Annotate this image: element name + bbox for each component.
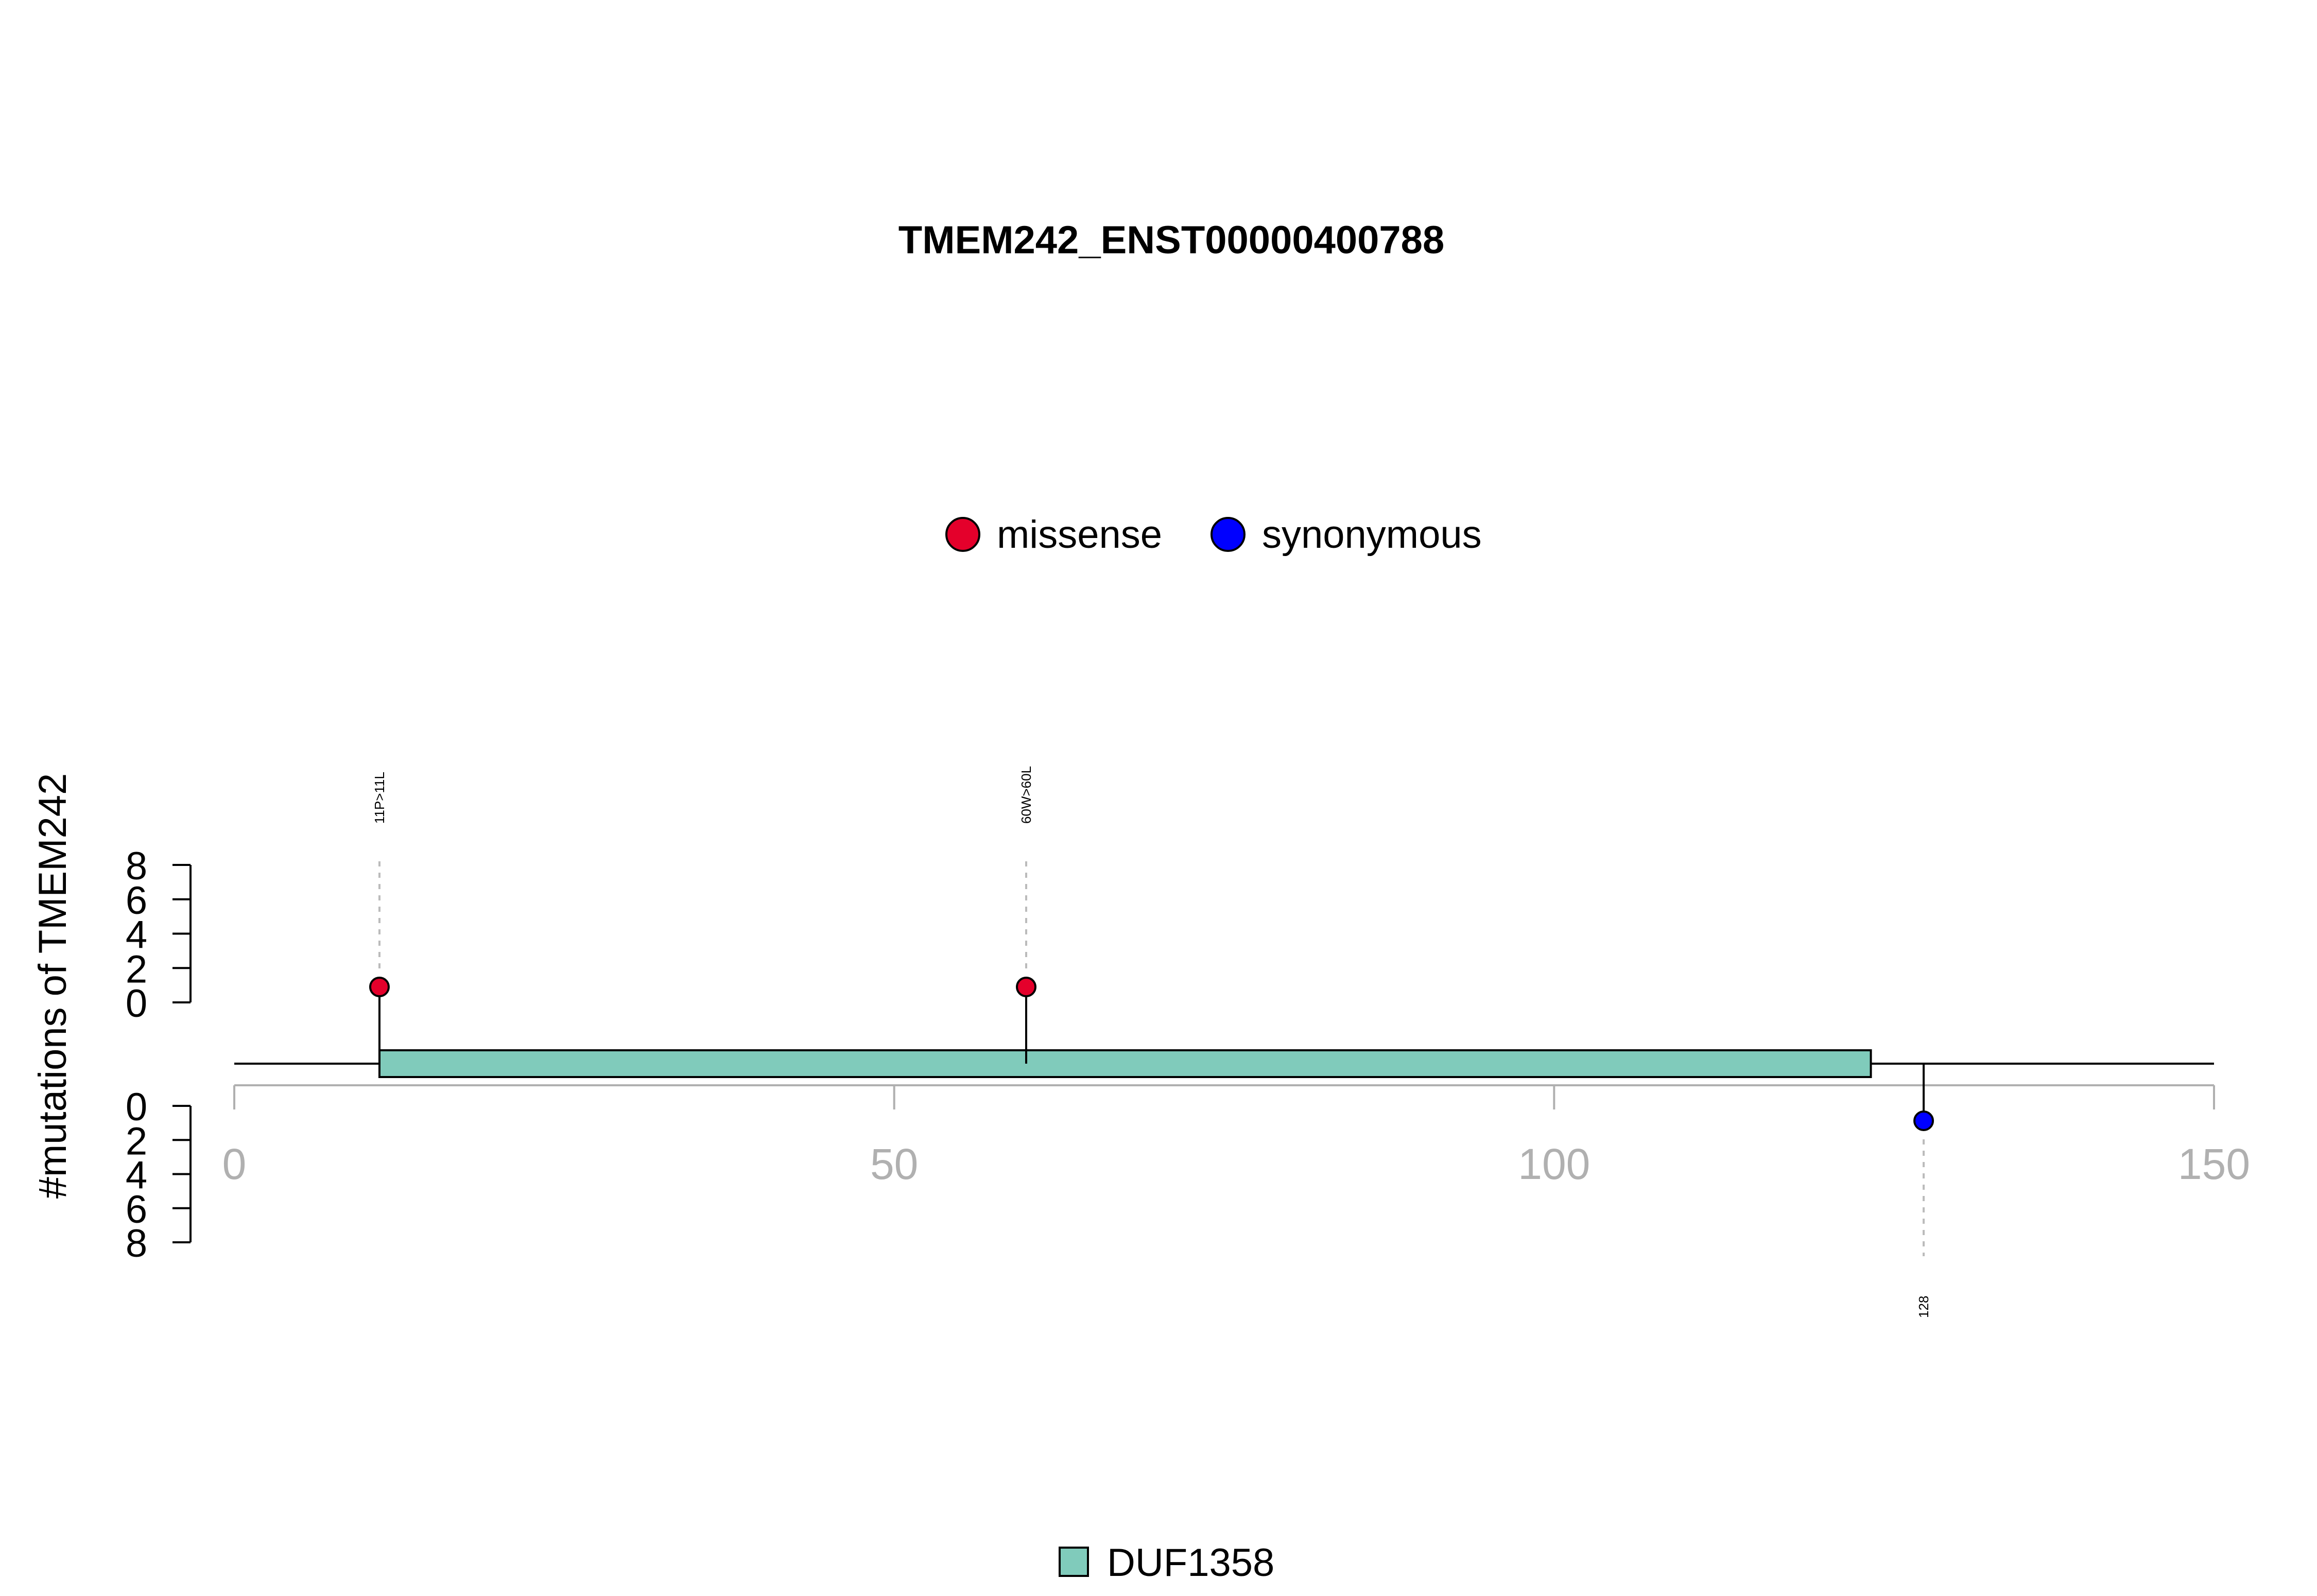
x-tick-label-50: 50 xyxy=(870,1140,918,1188)
legend-missense-label: missense xyxy=(997,513,1162,557)
x-tick-label-100: 100 xyxy=(1518,1140,1590,1188)
mutation-type-legend: missense synonymous xyxy=(945,513,1482,557)
mutation-60-label: 60W>60L xyxy=(1018,766,1034,824)
mutation-128-head xyxy=(1913,1111,1934,1131)
x-tick-label-0: 0 xyxy=(222,1140,247,1188)
mutation-11-head xyxy=(369,977,390,997)
y-lower-tick-label-8: 8 xyxy=(126,1222,147,1265)
y-axis-title: #mutations of TMEM242 xyxy=(31,773,75,1199)
y-lower-tick-label-4: 4 xyxy=(126,1154,147,1198)
domain-layer xyxy=(378,1049,1872,1078)
mutation-128-label: 128 xyxy=(1916,1296,1931,1318)
x-axis: 0 50 100 150 xyxy=(222,1084,2250,1188)
y-upper-tick-label-8: 8 xyxy=(126,844,147,888)
legend-synonymous-label: synonymous xyxy=(1262,513,1482,557)
legend-duf1358-label: DUF1358 xyxy=(1107,1541,1274,1585)
y-upper-tick-label-0: 0 xyxy=(126,982,147,1026)
chart-title: TMEM242_ENST00000400788 xyxy=(898,218,1444,262)
mutation-11-label: 11P>11L xyxy=(372,772,387,824)
legend-duf1358-swatch xyxy=(1059,1547,1089,1577)
y-lower-tick-label-6: 6 xyxy=(126,1188,147,1231)
y-upper-tick-label-6: 6 xyxy=(126,879,147,923)
domain-legend: DUF1358 xyxy=(1059,1541,1274,1585)
y-upper-tick-label-4: 4 xyxy=(126,913,147,957)
y-upper-tick-label-2: 2 xyxy=(126,947,147,991)
x-tick-label-150: 150 xyxy=(2178,1140,2250,1188)
mutation-60-head xyxy=(1016,977,1036,997)
y-lower-tick-label-2: 2 xyxy=(126,1119,147,1163)
legend-synonymous-marker xyxy=(1211,517,1246,552)
mutation-layer: 11P>11L 60W>60L 128 xyxy=(369,766,1934,1318)
legend-missense-marker xyxy=(945,517,980,552)
y-lower-tick-label-0: 0 xyxy=(126,1085,147,1129)
domain-duf1358 xyxy=(378,1049,1872,1078)
